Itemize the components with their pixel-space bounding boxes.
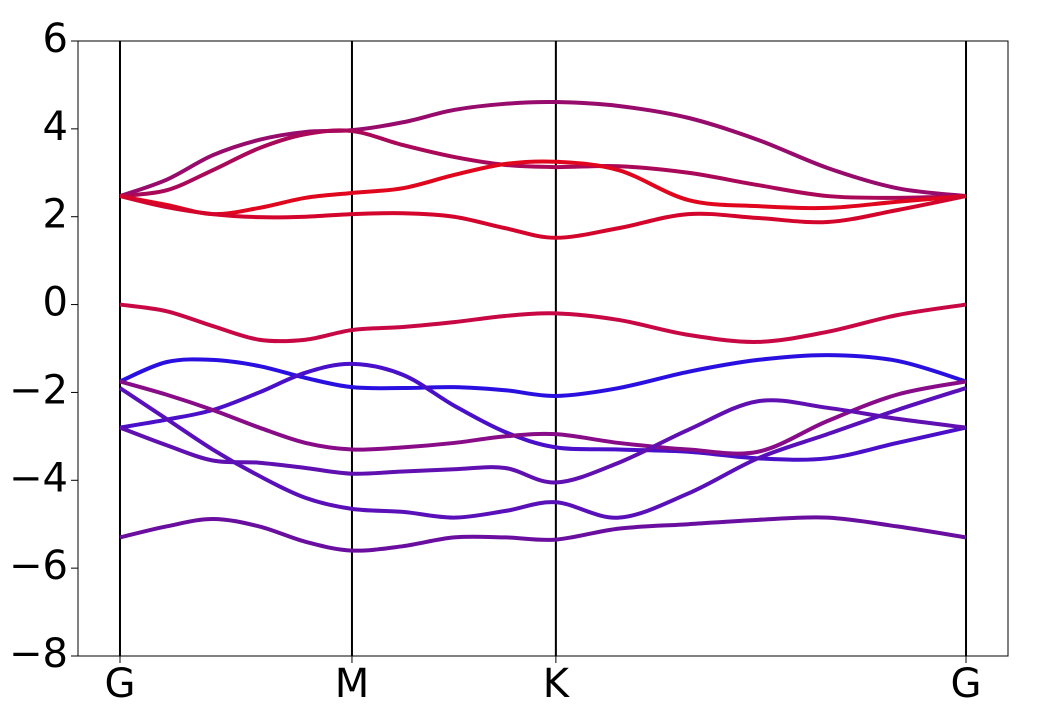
x-tick-label: G — [104, 661, 135, 707]
band-line — [119, 128, 967, 200]
y-tick-label: −6 — [9, 543, 68, 589]
band-line — [118, 386, 967, 520]
y-tick-label: 6 — [43, 16, 68, 62]
x-tick-label: G — [951, 661, 982, 707]
band-line — [119, 398, 967, 485]
band-line — [119, 379, 967, 456]
band-line — [119, 159, 967, 217]
y-tick-label: −4 — [9, 455, 68, 501]
y-tick-label: 2 — [43, 192, 68, 238]
band-line — [119, 302, 967, 344]
band-line — [119, 515, 967, 553]
band-line — [119, 361, 967, 462]
y-tick-label: 4 — [43, 104, 68, 150]
x-tick-label: K — [543, 661, 571, 707]
band-line — [119, 353, 967, 398]
band-line — [119, 99, 967, 199]
x-tick-label: M — [335, 661, 370, 707]
y-tick-label: −8 — [9, 631, 68, 677]
y-tick-label: 0 — [43, 280, 68, 326]
y-tick-label: −2 — [9, 367, 68, 413]
plot-frame — [77, 40, 1009, 657]
band-line — [119, 194, 967, 240]
